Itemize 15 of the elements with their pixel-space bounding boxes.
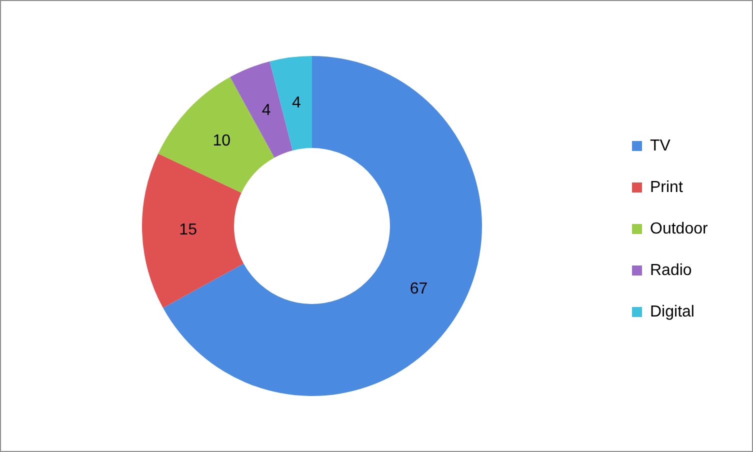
donut-slice: [163, 56, 482, 396]
legend-label: Outdoor: [650, 220, 708, 238]
donut-slice: [230, 61, 293, 158]
legend-label: Print: [650, 179, 684, 196]
legend-label: Digital: [650, 304, 694, 320]
data-label: 4: [292, 94, 302, 112]
donut-slice: [158, 77, 274, 193]
data-label: 15: [179, 221, 198, 238]
data-label: 67: [410, 280, 428, 298]
data-label: 4: [262, 102, 271, 120]
legend-label: Radio: [650, 262, 692, 279]
donut-slice: [142, 154, 244, 308]
donut-slice: [270, 56, 312, 150]
legend-label: TV: [650, 138, 671, 154]
data-label: 10: [212, 132, 231, 150]
